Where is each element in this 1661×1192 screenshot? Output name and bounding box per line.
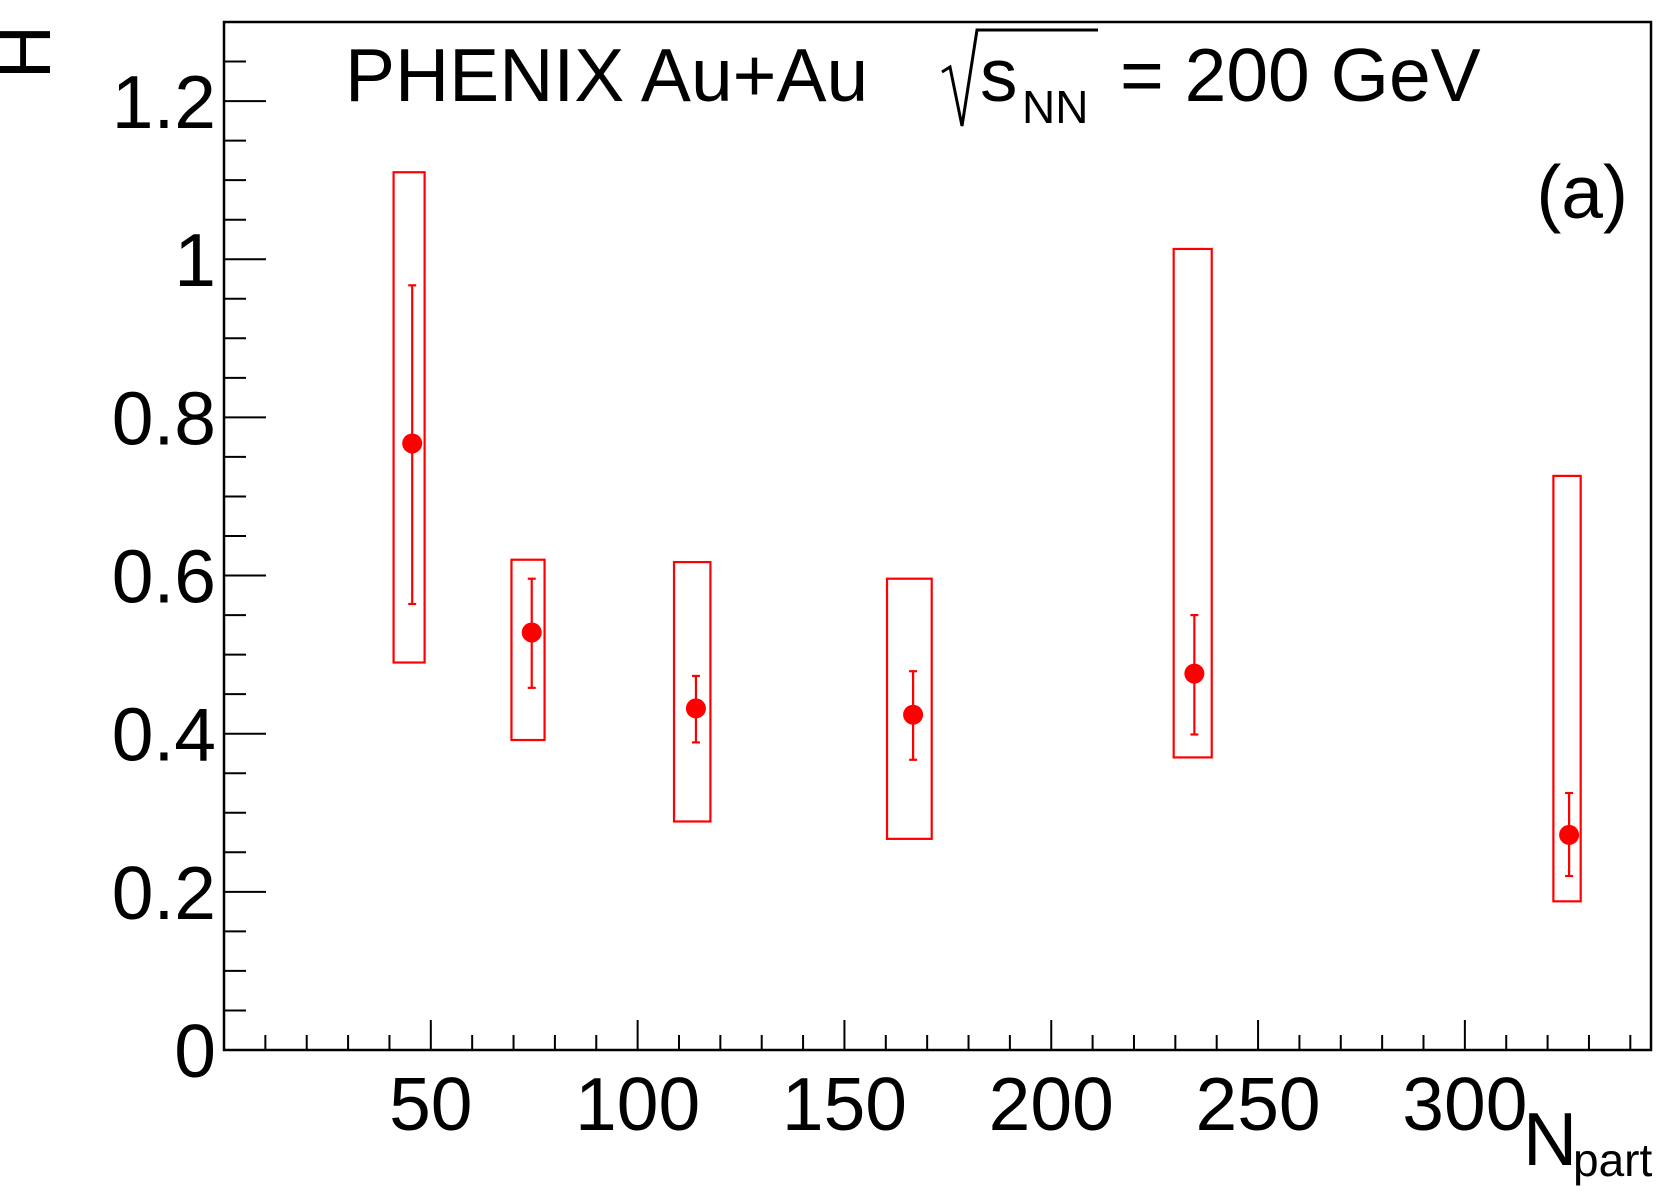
y-axis-label: H — [0, 25, 66, 79]
y-tick-label: 0.6 — [112, 535, 216, 619]
plot-frame — [222, 20, 1653, 1052]
systematic-box — [510, 558, 546, 742]
data-point — [510, 558, 546, 742]
data-point — [1552, 474, 1582, 903]
energy-subscript: NN — [1022, 81, 1088, 133]
data-marker — [1184, 663, 1205, 684]
energy-label: s NN = 200 GeV — [941, 28, 1481, 133]
data-marker — [521, 622, 542, 643]
y-tick-label: 1 — [174, 218, 216, 302]
data-point — [672, 560, 712, 823]
y-tick-label: 0.4 — [112, 693, 216, 777]
data-point — [1172, 247, 1213, 759]
y-tick-label: 0.8 — [112, 376, 216, 460]
x-tick-label: 150 — [782, 1062, 907, 1146]
data-point — [392, 171, 426, 664]
panel-label: (a) — [1536, 150, 1628, 234]
x-tick-label: 100 — [575, 1062, 700, 1146]
energy-s: s — [980, 33, 1018, 117]
axis-ticks — [224, 21, 1632, 1051]
data-marker — [685, 698, 706, 719]
data-point — [885, 577, 933, 840]
data-marker — [1559, 824, 1580, 845]
energy-value: = 200 GeV — [1120, 33, 1481, 117]
axis-tick-labels: 0 0.2 0.4 0.6 0.8 1 1.2 50 100 150 200 250 300 — [112, 60, 1528, 1146]
x-tick-label: 250 — [1195, 1062, 1320, 1146]
sqrt-sign — [941, 28, 1098, 127]
y-tick-label: 0 — [174, 1009, 216, 1093]
systematic-box — [885, 577, 933, 840]
systematic-box — [392, 171, 426, 664]
x-axis-label-sub: part — [1573, 1134, 1652, 1186]
x-tick-label: 300 — [1402, 1062, 1527, 1146]
x-axis-label-main: N — [1523, 1097, 1577, 1181]
data-marks — [392, 171, 1582, 903]
x-tick-label: 200 — [989, 1062, 1114, 1146]
x-tick-label: 50 — [389, 1062, 472, 1146]
y-tick-label: 0.2 — [112, 851, 216, 935]
chart-title: PHENIX Au+Au — [345, 33, 868, 117]
data-marker — [402, 433, 423, 454]
systematic-box — [672, 560, 712, 823]
systematic-box — [1172, 247, 1213, 759]
data-marker — [903, 704, 924, 725]
y-tick-label: 1.2 — [112, 60, 216, 144]
systematic-box — [1552, 474, 1582, 903]
x-axis-label: N part — [1523, 1097, 1652, 1186]
